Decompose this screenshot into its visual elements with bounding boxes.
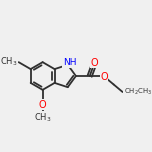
Text: O: O [39,100,46,110]
Text: O: O [90,58,98,68]
Text: NH: NH [63,58,76,67]
Text: CH$_3$: CH$_3$ [34,112,51,124]
Text: CH$_3$: CH$_3$ [0,56,17,68]
Text: O: O [100,73,108,82]
Text: CH$_2$CH$_3$: CH$_2$CH$_3$ [124,87,152,97]
